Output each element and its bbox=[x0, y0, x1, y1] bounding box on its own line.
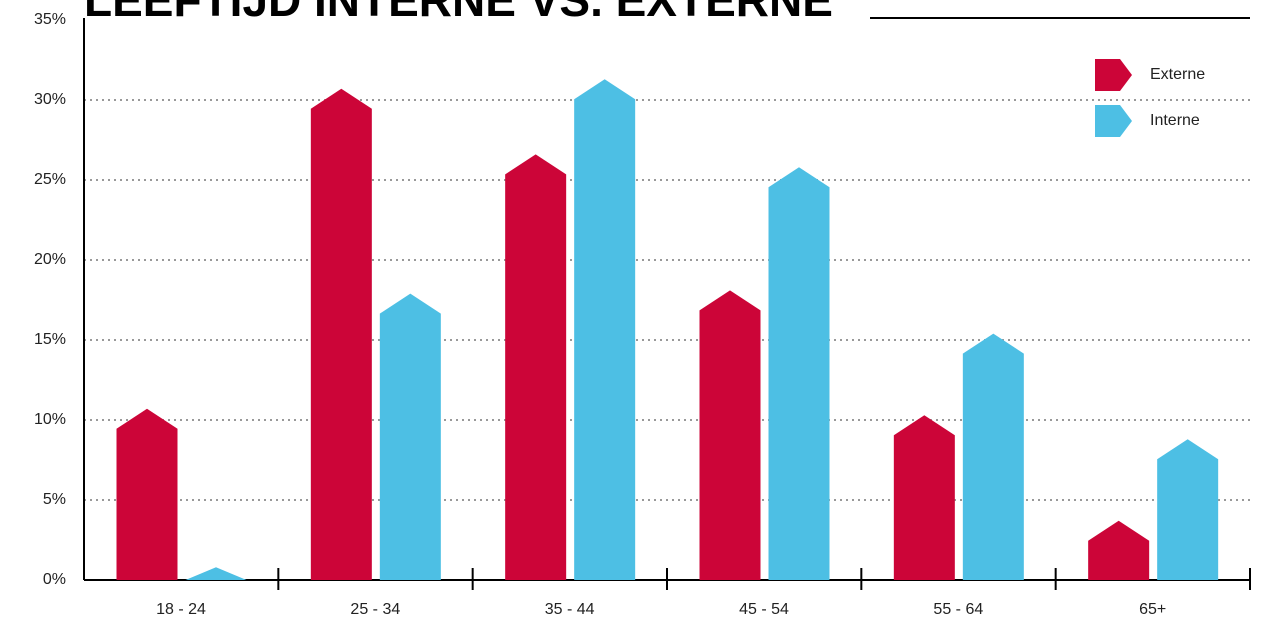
y-tick-label: 15% bbox=[34, 331, 66, 348]
y-tick-label: 10% bbox=[34, 411, 66, 428]
legend-label: Interne bbox=[1150, 112, 1200, 129]
bar bbox=[116, 408, 178, 580]
y-tick-label: 30% bbox=[34, 91, 66, 108]
legend-swatch bbox=[1095, 105, 1132, 137]
x-tick-label: 65+ bbox=[1139, 601, 1166, 618]
bar bbox=[310, 88, 372, 581]
bar bbox=[505, 154, 567, 580]
bar bbox=[185, 567, 247, 580]
legend-label: Externe bbox=[1150, 66, 1205, 83]
bar bbox=[699, 290, 761, 580]
bar bbox=[1088, 520, 1150, 580]
x-tick-label: 18 - 24 bbox=[156, 601, 206, 618]
legend-swatch bbox=[1095, 59, 1132, 91]
x-tick-label: 35 - 44 bbox=[545, 601, 595, 618]
bar bbox=[1157, 439, 1219, 580]
y-tick-label: 35% bbox=[34, 11, 66, 28]
bar bbox=[574, 79, 636, 580]
x-tick-label: 25 - 34 bbox=[350, 601, 400, 618]
chart-title: LEEFTIJD INTERNE VS. EXTERNE bbox=[84, 0, 833, 26]
y-tick-label: 0% bbox=[43, 571, 66, 588]
bar bbox=[379, 293, 441, 580]
y-tick-label: 5% bbox=[43, 491, 66, 508]
y-tick-label: 20% bbox=[34, 251, 66, 268]
bar bbox=[768, 167, 830, 580]
x-tick-label: 55 - 64 bbox=[933, 601, 983, 618]
bar bbox=[893, 415, 955, 580]
y-tick-label: 25% bbox=[34, 171, 66, 188]
x-tick-label: 45 - 54 bbox=[739, 601, 789, 618]
bar bbox=[962, 333, 1024, 580]
